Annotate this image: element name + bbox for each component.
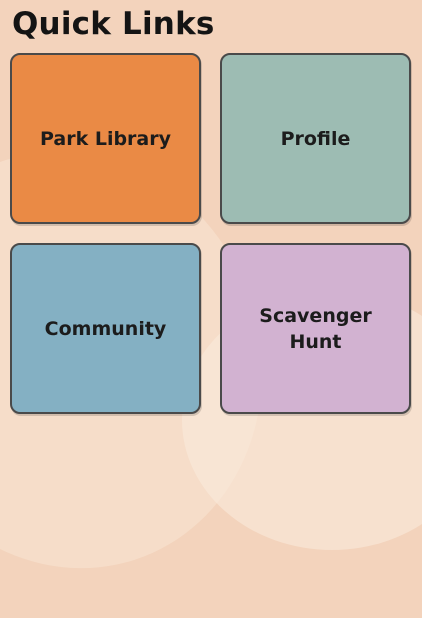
scavenger-hunt-tile[interactable]: Scavenger Hunt bbox=[220, 243, 411, 414]
quick-links-grid: Park Library Profile Community Scavenger… bbox=[10, 53, 411, 414]
community-label: Community bbox=[33, 316, 179, 342]
page-title: Quick Links bbox=[12, 6, 215, 42]
profile-tile[interactable]: Profile bbox=[220, 53, 411, 224]
park-library-tile[interactable]: Park Library bbox=[10, 53, 201, 224]
profile-label: Profile bbox=[269, 126, 363, 152]
scavenger-hunt-label: Scavenger Hunt bbox=[247, 303, 383, 355]
community-tile[interactable]: Community bbox=[10, 243, 201, 414]
park-library-label: Park Library bbox=[28, 126, 183, 152]
